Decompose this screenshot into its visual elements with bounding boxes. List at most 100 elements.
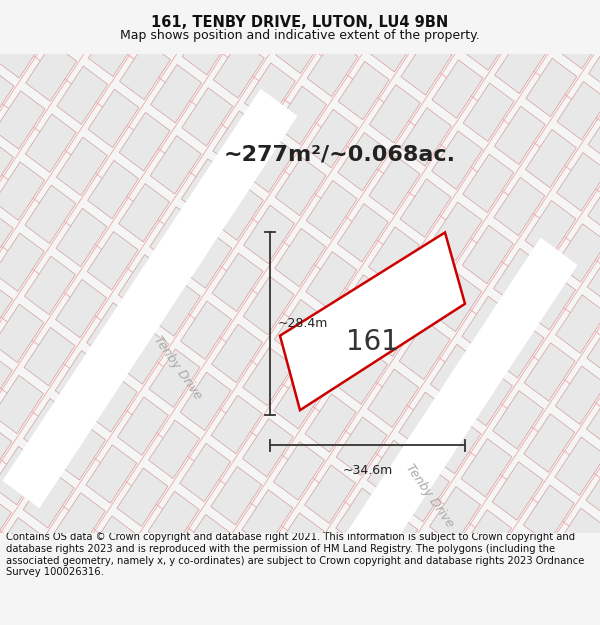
Polygon shape [179, 514, 230, 572]
Polygon shape [305, 394, 356, 452]
Polygon shape [242, 561, 292, 619]
Polygon shape [244, 134, 295, 192]
Polygon shape [432, 60, 483, 118]
Polygon shape [23, 399, 74, 457]
Polygon shape [242, 419, 293, 477]
Polygon shape [586, 389, 600, 448]
Polygon shape [22, 612, 73, 625]
Polygon shape [118, 254, 169, 313]
Polygon shape [274, 371, 325, 429]
Polygon shape [2, 89, 298, 508]
Polygon shape [461, 510, 512, 568]
Polygon shape [55, 422, 106, 480]
Polygon shape [24, 328, 75, 386]
Polygon shape [431, 202, 482, 261]
Polygon shape [400, 179, 451, 238]
Text: 161: 161 [346, 328, 399, 356]
Polygon shape [57, 66, 108, 124]
Polygon shape [118, 326, 169, 384]
Polygon shape [243, 348, 294, 406]
Polygon shape [23, 469, 74, 528]
Polygon shape [368, 369, 419, 428]
Polygon shape [0, 139, 14, 197]
Polygon shape [398, 534, 449, 593]
Polygon shape [400, 107, 451, 166]
Polygon shape [0, 19, 46, 78]
Polygon shape [557, 11, 600, 69]
Polygon shape [119, 184, 170, 242]
Polygon shape [276, 15, 327, 73]
Polygon shape [212, 253, 263, 311]
Polygon shape [336, 417, 387, 476]
Polygon shape [586, 460, 600, 519]
Polygon shape [463, 225, 513, 284]
Polygon shape [212, 182, 263, 241]
Polygon shape [399, 392, 450, 451]
Polygon shape [0, 233, 44, 291]
Polygon shape [25, 185, 76, 244]
Polygon shape [211, 466, 262, 525]
Polygon shape [492, 533, 543, 591]
Polygon shape [555, 437, 600, 496]
Polygon shape [492, 462, 543, 520]
Polygon shape [306, 251, 357, 310]
Polygon shape [54, 564, 105, 622]
Polygon shape [587, 176, 600, 234]
Polygon shape [369, 156, 420, 214]
Polygon shape [55, 351, 106, 409]
Polygon shape [304, 607, 355, 625]
Polygon shape [523, 485, 574, 543]
Polygon shape [116, 539, 167, 598]
Polygon shape [86, 374, 137, 432]
Polygon shape [430, 416, 481, 474]
Polygon shape [0, 68, 14, 126]
Polygon shape [491, 604, 542, 625]
Polygon shape [463, 83, 514, 141]
Polygon shape [460, 581, 511, 625]
Polygon shape [305, 322, 356, 381]
Polygon shape [119, 112, 170, 171]
Polygon shape [401, 0, 452, 24]
Polygon shape [557, 152, 600, 211]
Text: Contains OS data © Crown copyright and database right 2021. This information is : Contains OS data © Crown copyright and d… [6, 532, 584, 578]
Polygon shape [399, 321, 450, 379]
Polygon shape [85, 587, 136, 625]
Polygon shape [367, 440, 418, 499]
Polygon shape [57, 0, 108, 53]
Polygon shape [430, 486, 481, 545]
Polygon shape [210, 609, 261, 625]
Polygon shape [555, 366, 600, 424]
Polygon shape [242, 489, 293, 548]
Polygon shape [0, 423, 12, 482]
Polygon shape [56, 208, 107, 267]
Polygon shape [495, 35, 545, 94]
Polygon shape [116, 610, 167, 625]
Polygon shape [336, 488, 386, 546]
Polygon shape [433, 0, 484, 47]
Polygon shape [88, 89, 139, 148]
Polygon shape [368, 227, 419, 285]
Polygon shape [587, 247, 600, 305]
Polygon shape [274, 299, 325, 358]
Polygon shape [557, 81, 600, 140]
Polygon shape [182, 0, 233, 4]
Polygon shape [273, 513, 324, 571]
Polygon shape [400, 250, 451, 308]
Polygon shape [429, 558, 480, 616]
Polygon shape [86, 445, 137, 503]
Polygon shape [0, 91, 45, 149]
Polygon shape [0, 494, 11, 552]
Polygon shape [150, 207, 201, 265]
Polygon shape [367, 511, 418, 570]
Polygon shape [283, 238, 577, 625]
Polygon shape [118, 397, 169, 455]
Polygon shape [23, 541, 74, 599]
Polygon shape [149, 278, 200, 336]
Polygon shape [120, 0, 171, 29]
Polygon shape [526, 0, 577, 46]
Polygon shape [525, 201, 576, 259]
Polygon shape [337, 346, 388, 404]
Polygon shape [493, 391, 544, 449]
Polygon shape [431, 131, 482, 189]
Polygon shape [275, 158, 326, 216]
